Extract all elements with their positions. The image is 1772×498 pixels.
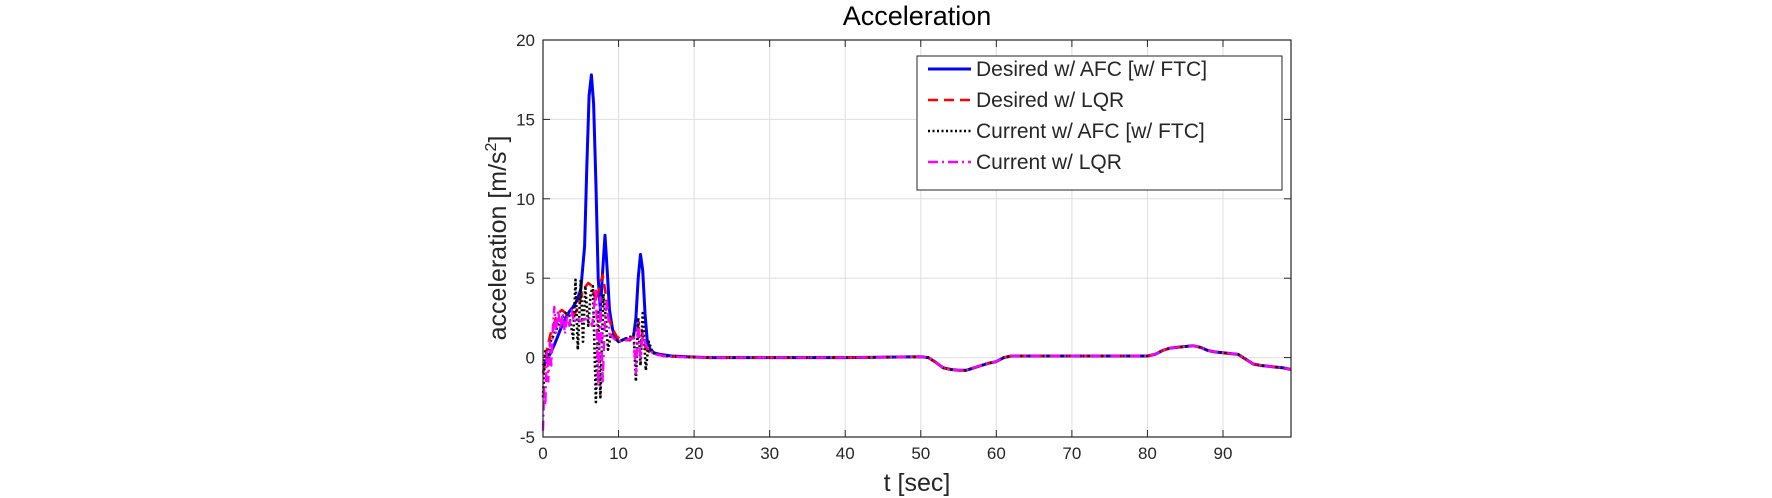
legend-label-2: Desired w/ LQR xyxy=(976,89,1124,112)
legend-label-4: Current w/ LQR xyxy=(976,151,1122,174)
series-layer xyxy=(541,73,1292,431)
x-tick-label: 70 xyxy=(1062,444,1081,463)
y-tick-label: 20 xyxy=(516,31,535,50)
x-tick-label: 60 xyxy=(987,444,1006,463)
x-tick-label: 80 xyxy=(1138,444,1157,463)
x-axis-title: t [sec] xyxy=(884,469,951,497)
series-line-4 xyxy=(541,288,1292,431)
y-tick-label: 15 xyxy=(516,110,535,129)
y-axis-title: acceleration [m/s2] xyxy=(483,136,512,341)
legend-label-3: Current w/ AFC [w/ FTC] xyxy=(976,120,1205,143)
x-tick-label: 0 xyxy=(538,444,547,463)
y-axis-title-tail: ] xyxy=(484,136,512,143)
series-line-2 xyxy=(541,273,1292,374)
x-tick-label: 50 xyxy=(911,444,930,463)
chart-title: Acceleration xyxy=(843,1,992,31)
x-tick-label: 20 xyxy=(685,444,704,463)
x-tick-label: 30 xyxy=(760,444,779,463)
y-axis-title-sup: 2 xyxy=(483,142,500,151)
legend-label-1: Desired w/ AFC [w/ FTC] xyxy=(976,58,1207,81)
x-tick-label: 90 xyxy=(1214,444,1233,463)
y-tick-label: 0 xyxy=(526,349,535,368)
x-tick-label: 40 xyxy=(836,444,855,463)
legend-box xyxy=(916,55,1283,191)
plot-frame xyxy=(542,39,1292,438)
y-tick-label: 10 xyxy=(516,190,535,209)
legend: Desired w/ AFC [w/ FTC] Desired w/ LQR Cur… xyxy=(916,55,1283,191)
y-tick-label: 5 xyxy=(526,269,535,288)
y-axis-title-main: acceleration [m/s xyxy=(484,151,512,340)
y-tick-label: -5 xyxy=(520,428,535,447)
x-tick-label: 10 xyxy=(609,444,628,463)
